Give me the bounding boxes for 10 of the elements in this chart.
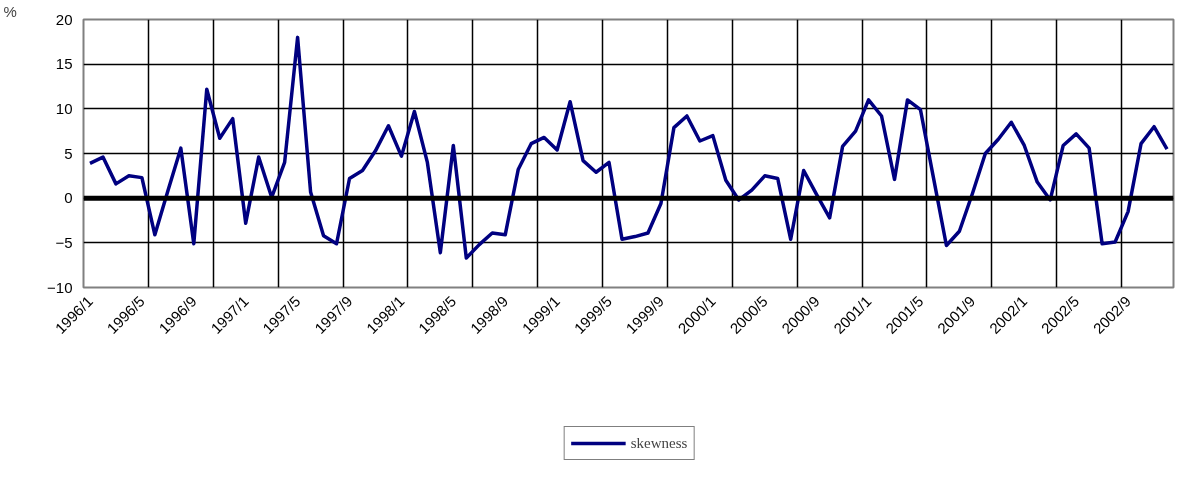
- line-series: [88, 35, 1169, 260]
- y-tick-label: 20: [55, 10, 73, 28]
- legend-label: skewness: [630, 434, 688, 452]
- y-tick-label: 0: [64, 189, 73, 207]
- y-tick-label: 5: [64, 144, 73, 162]
- y-tick-label: −5: [55, 233, 73, 251]
- y-axis-title: %: [3, 2, 17, 20]
- y-tick-label: 15: [55, 55, 73, 73]
- y-tick-label: 10: [55, 99, 73, 117]
- y-tick-label: −10: [47, 278, 73, 296]
